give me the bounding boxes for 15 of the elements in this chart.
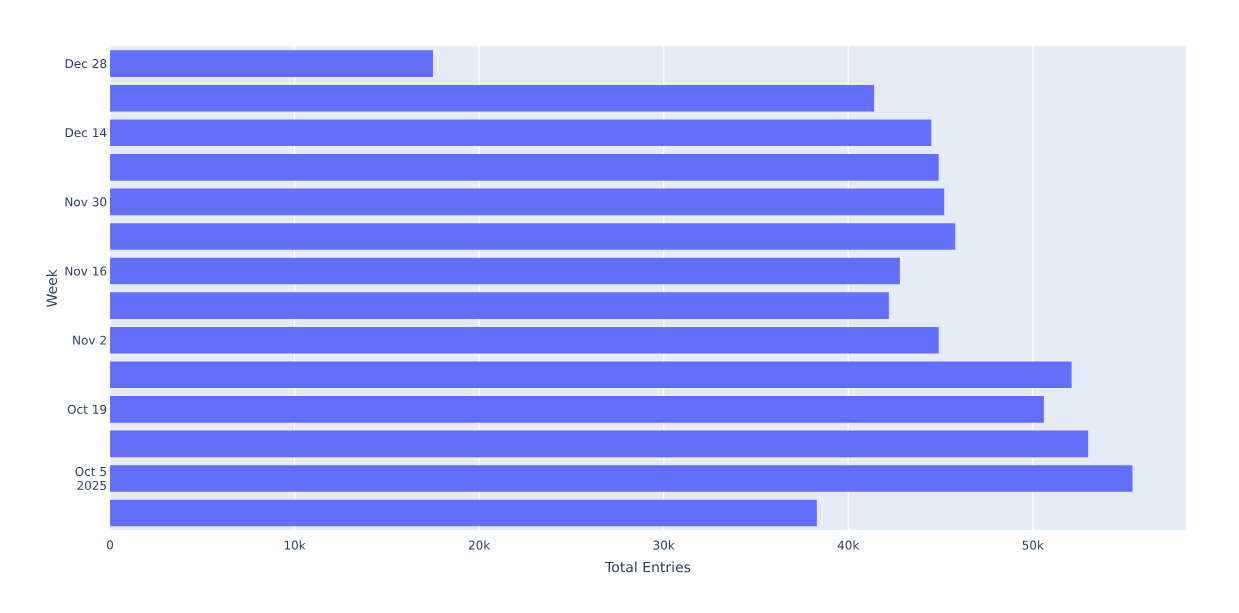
- x-tick-label: 40k: [837, 540, 860, 550]
- x-tick-label: 30k: [653, 540, 675, 550]
- x-axis-title: Total Entries: [605, 561, 691, 573]
- y-axis-title: Week: [46, 269, 58, 308]
- y-tick-label: Nov 30: [65, 197, 107, 207]
- y-tick-label: Nov 2: [73, 335, 106, 345]
- x-tick-label: 50k: [1022, 540, 1044, 550]
- y-tick-label: Oct 5 2025: [75, 466, 107, 490]
- x-tick-label: 10k: [284, 540, 306, 550]
- y-tick-label: Nov 16: [65, 266, 107, 276]
- x-tick-label: 0: [106, 540, 114, 550]
- y-tick-label: Oct 19: [67, 404, 107, 414]
- y-tick-label: Dec 28: [65, 59, 107, 69]
- y-tick-label: Dec 14: [65, 128, 107, 138]
- x-tick-label: 20k: [468, 540, 491, 550]
